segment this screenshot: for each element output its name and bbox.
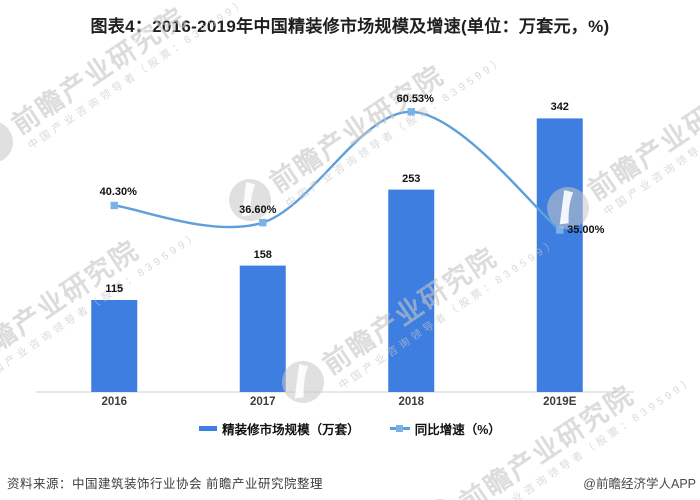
- data-point-marker-2018: [407, 108, 415, 116]
- bar-2019E: [536, 118, 583, 393]
- bar-2016: [91, 300, 138, 392]
- data-point-marker-2019E: [556, 226, 564, 234]
- legend-label-market-size: 精装修市场规模（万套）: [222, 422, 360, 437]
- trend-line: [113, 110, 561, 232]
- data-point-marker-2016: [110, 201, 118, 210]
- legend: 精装修市场规模（万套） 同比增速（%）: [0, 418, 700, 438]
- legend-label-growth-rate: 同比增速（%）: [414, 422, 501, 437]
- footer: 资料来源：中国建筑装饰行业协会 前瞻产业研究院整理 @前瞻经济学人APP: [0, 472, 700, 492]
- bar-swatch-icon: [199, 425, 218, 431]
- data-point-marker-2017: [259, 218, 267, 227]
- legend-item-growth-rate: 同比增速（%）: [389, 419, 501, 438]
- footer-source: 资料来源：中国建筑装饰行业协会 前瞻产业研究院整理: [7, 477, 323, 491]
- legend-item-market-size: 精装修市场规模（万套）: [199, 419, 360, 438]
- bar-2017: [239, 265, 286, 392]
- line-swatch-icon: [389, 424, 410, 433]
- bar-2018: [388, 189, 435, 392]
- chart-title: 图表4：2016-2019年中国精装修市场规模及增速(单位：万套元，%): [90, 17, 610, 36]
- footer-credit: @前瞻经济学人APP: [583, 477, 696, 491]
